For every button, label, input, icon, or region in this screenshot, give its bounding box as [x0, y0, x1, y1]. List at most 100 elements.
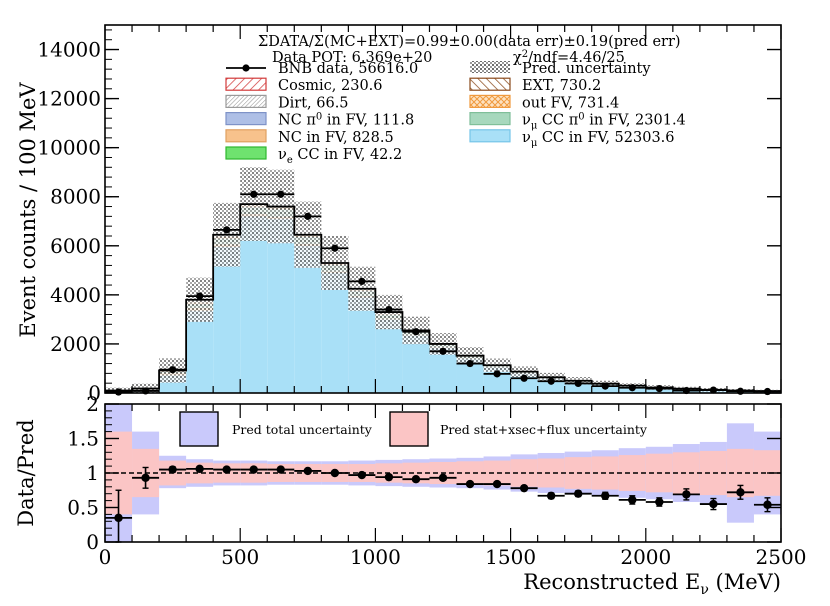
stack-bar--cc-in-fv-6 — [267, 218, 295, 393]
bot-y-tick-label-0.5: 0.5 — [67, 496, 99, 520]
legend-swatch-nc-pi0 — [225, 111, 267, 126]
ratio-point-15 — [519, 483, 529, 493]
band-stat-16 — [537, 458, 565, 488]
legend-label-dirt: Dirt, 66.5 — [278, 95, 349, 111]
legend-label-numu-cc: νμ CC in FV, 52303.6 — [522, 130, 675, 149]
data-point-8 — [331, 244, 339, 252]
legend-swatch-numu-cc-pi0 — [469, 111, 511, 126]
data-point-24 — [763, 387, 772, 396]
stack-bar--cc-in-fv-16 — [537, 378, 565, 393]
bot-y-tick-label-1.5: 1.5 — [67, 427, 99, 451]
ratio-point-9 — [357, 470, 367, 480]
stack-bar--cc-in-fv-10 — [375, 319, 403, 393]
legend-label-nc-in-fv: NC in FV, 828.5 — [278, 130, 394, 146]
top-y-tick-label-6000: 6000 — [50, 234, 101, 258]
top-stack-layers — [105, 203, 781, 393]
data-point-2 — [169, 366, 177, 374]
data-point-4 — [223, 226, 231, 234]
top-y-axis-label: Event counts / 100 MeV — [16, 82, 40, 338]
top-y-tick-label-4000: 4000 — [50, 283, 101, 307]
top-y-tick-label-12000: 12000 — [37, 87, 101, 111]
legend-swatch-dirt — [225, 94, 267, 109]
stack-bar--cc-in-fv-7 — [294, 245, 322, 393]
bottom-panel: 0 0.5 1 1.5 2 0 500 1000 1500 2000 2500 Data/Pred… — [14, 392, 806, 598]
ratio-point-8 — [330, 468, 340, 478]
data-point-0 — [114, 388, 123, 396]
data-point-7 — [304, 212, 312, 220]
legend-data-marker — [242, 64, 250, 72]
bot-x-tick-label-2000: 2000 — [620, 545, 671, 569]
data-point-3 — [196, 292, 204, 300]
ratio-point-14 — [492, 479, 502, 489]
legend-swatch-pred-unc — [470, 61, 510, 73]
legend: BNB data, 56616.0 Pred. uncertainty Cosmic… — [225, 61, 686, 166]
legend-entry-pred-unc: Pred. uncertainty — [470, 61, 651, 77]
ratio-point-0 — [114, 513, 123, 523]
chi2-ndf: χ2/ndf=4.46/25 — [513, 49, 625, 66]
legend-label-bnb-data: BNB data, 56616.0 — [278, 61, 418, 77]
bottom-y-axis-label: Data/Pred — [14, 419, 38, 526]
legend-entry-out-fv: out FV, 731.4 — [469, 94, 619, 111]
stack-bar--cc-in-fv-4 — [213, 247, 241, 393]
band-stat-11 — [402, 462, 430, 484]
legend-entry-ext: EXT, 730.2 — [469, 77, 601, 94]
stack-bar--cc-in-fv-12 — [429, 347, 457, 393]
data-point-19 — [628, 384, 636, 392]
x-axis-label: Reconstructed Eν (MeV) — [523, 570, 781, 598]
stack-bar--cc-in-fv-5 — [240, 216, 268, 393]
bot-y-tick-label-0: 0 — [86, 530, 99, 554]
legend-total-unc-label: Pred total uncertainty — [232, 422, 373, 437]
ratio-point-11 — [411, 475, 421, 484]
ratio-point-4 — [222, 465, 231, 474]
data-point-23 — [736, 387, 745, 395]
bot-x-tick-label-1000: 1000 — [350, 545, 401, 569]
top-y-tick-label-8000: 8000 — [50, 185, 101, 209]
data-point-17 — [574, 379, 582, 388]
stack-bar--cc-in-fv-9 — [348, 297, 376, 393]
legend-swatch-nc-in-fv — [225, 129, 267, 143]
ratio-point-6 — [276, 465, 285, 474]
pred-total-step-line — [105, 203, 781, 392]
ratio-point-7 — [303, 466, 312, 476]
bot-x-tick-label-0: 0 — [99, 545, 112, 569]
bottom-y-axis: 0 0.5 1 1.5 2 — [67, 392, 781, 554]
top-x-axis-ticks — [104, 25, 782, 393]
data-point-10 — [385, 305, 393, 314]
stack-bar--cc-in-fv-3 — [186, 310, 214, 393]
legend-entry-numu-cc-pi0: νμ CC π0 in FV, 2301.4 — [469, 111, 686, 132]
ratio-point-23 — [736, 488, 745, 497]
legend-label-nc-pi0: NC π0 in FV, 111.8 — [278, 112, 414, 129]
top-y-tick-label-10000: 10000 — [37, 136, 101, 160]
legend-entry-nc-pi0: NC π0 in FV, 111.8 — [225, 111, 414, 129]
stack-bar--cc-in-fv-17 — [564, 381, 592, 393]
top-panel: 0 2000 4000 6000 8000 10000 12000 14000 Event c… — [16, 24, 782, 405]
data-point-9 — [358, 277, 366, 285]
legend-entry-nc-in-fv: NC in FV, 828.5 — [225, 129, 394, 146]
ratio-point-13 — [465, 479, 475, 489]
bot-y-tick-label-2: 2 — [86, 392, 99, 416]
data-point-5 — [250, 190, 258, 198]
legend-entry-nue-cc: νe CC in FV, 42.2 — [225, 146, 402, 166]
data-point-22 — [709, 386, 718, 394]
ratio-point-16 — [546, 491, 556, 500]
data-point-12 — [439, 347, 447, 355]
ratio-point-2 — [168, 465, 177, 474]
data-point-14 — [493, 370, 501, 378]
bot-y-tick-label-1: 1 — [86, 461, 99, 485]
legend-swatch-nue-cc — [225, 146, 267, 160]
band-stat-13 — [456, 461, 484, 485]
stack-bar--cc-in-fv-11 — [402, 335, 430, 393]
bot-x-tick-label-500: 500 — [221, 545, 259, 569]
legend-swatch-out-fv — [469, 94, 511, 109]
stack-bar--cc-in-fv-8 — [321, 272, 349, 393]
ratio-point-12 — [438, 473, 448, 483]
data-point-20 — [655, 384, 663, 393]
legend-swatch-cosmic — [225, 77, 267, 91]
data-point-11 — [412, 328, 420, 336]
ratio-point-21 — [682, 490, 691, 499]
data-point-18 — [601, 382, 609, 390]
ratio-point-1 — [141, 473, 150, 483]
legend-swatch-numu-cc — [469, 129, 511, 143]
legend-entry-numu-cc: νμ CC in FV, 52303.6 — [469, 129, 675, 149]
